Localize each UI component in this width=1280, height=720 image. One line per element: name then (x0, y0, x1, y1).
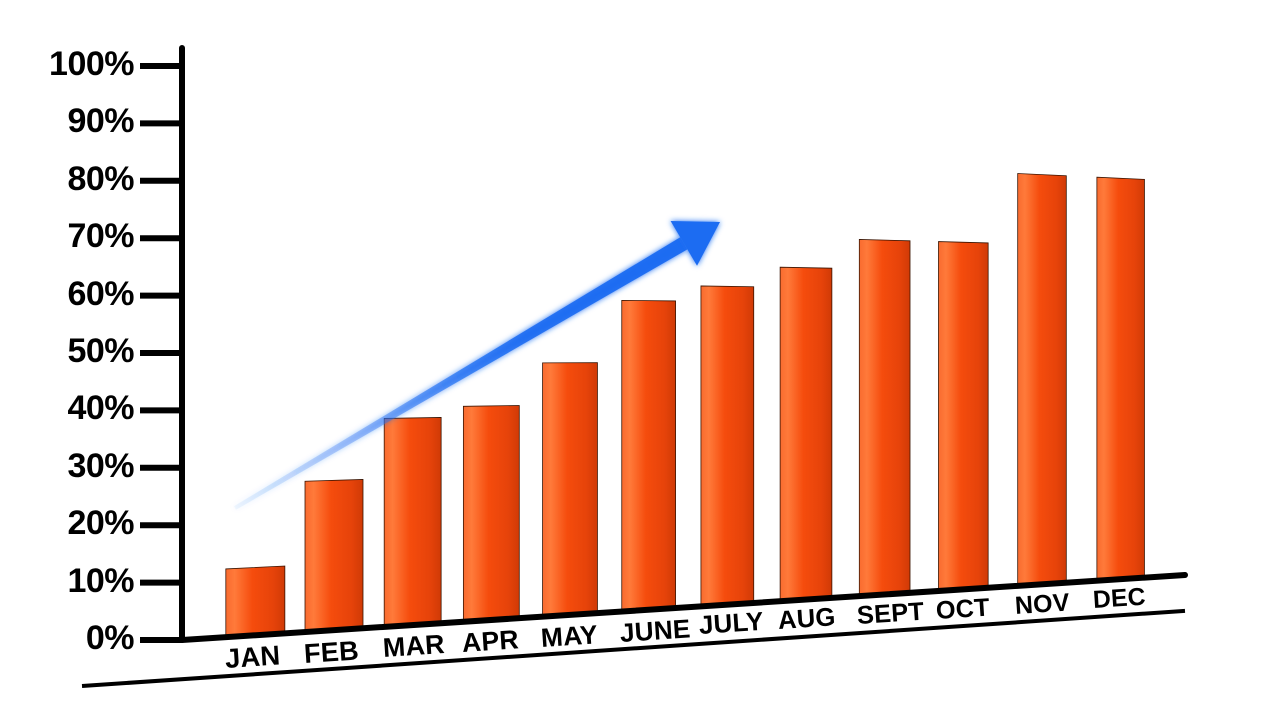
y-tick-label: 80% (67, 160, 134, 199)
y-tick-label: 60% (67, 275, 134, 314)
y-tick-label: 90% (67, 102, 134, 141)
trend-arrow-shaft (234, 237, 687, 509)
y-tick-label: 50% (67, 332, 134, 371)
bar-apr (463, 406, 519, 622)
chart-stage: 0% 10% 20% 30% 40% 50% 60% 70% 80% 90% 100% JAN FEB M… (0, 0, 1280, 720)
y-tick-label: 0% (86, 619, 134, 658)
y-tick-label: 10% (67, 562, 134, 601)
x-tick-label-feb: FEB (303, 635, 360, 670)
bar-may (543, 363, 598, 617)
x-tick-label-nov: NOV (1014, 588, 1070, 620)
x-tick-label-sept: SEPT (856, 598, 925, 631)
monthly-growth-bar-chart (0, 0, 1280, 720)
bar-mar (384, 417, 441, 626)
bar-nov (1018, 174, 1067, 586)
x-tick-label-aug: AUG (777, 604, 836, 637)
x-tick-label-dec: DEC (1093, 583, 1148, 614)
bar-july (701, 286, 754, 606)
bar-oct (939, 242, 989, 591)
y-tick-label: 100% (49, 45, 134, 84)
y-tick-label: 70% (67, 217, 134, 256)
x-tick-label-apr: APR (461, 624, 520, 659)
bar-feb (305, 479, 363, 632)
bar-jan (226, 566, 285, 637)
x-tick-label-mar: MAR (382, 629, 446, 664)
y-tick-label: 20% (67, 504, 134, 543)
bar-dec (1097, 177, 1145, 580)
y-tick-label: 30% (67, 447, 134, 486)
x-tick-label-jan: JAN (224, 640, 281, 676)
x-tick-label-june: JUNE (619, 613, 691, 649)
bar-june (622, 300, 676, 611)
x-tick-label-oct: OCT (935, 594, 991, 626)
bar-sept (859, 239, 910, 595)
x-tick-label-july: JULY (698, 608, 764, 641)
x-tick-label-may: MAY (540, 619, 599, 654)
bar-aug (780, 267, 832, 601)
y-tick-label: 40% (67, 389, 134, 428)
